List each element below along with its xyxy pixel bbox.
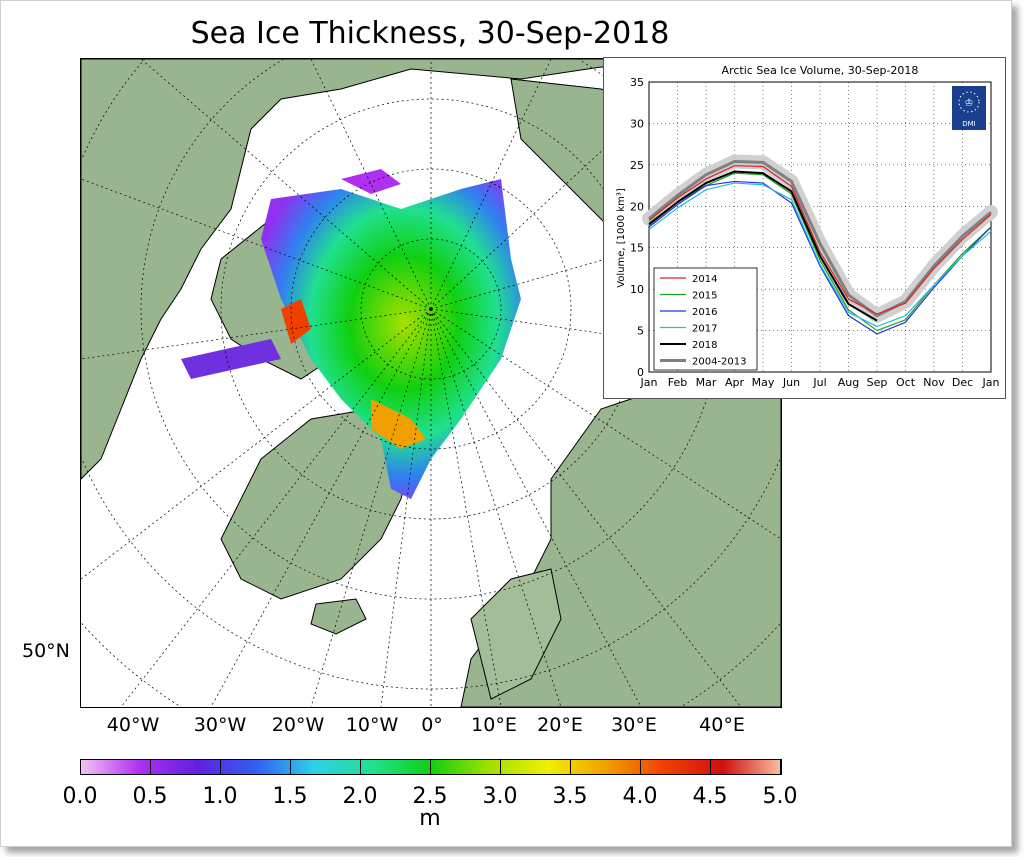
legend-label: 2015 [692,291,717,302]
lon-label: 20°E [537,714,583,736]
legend-box [653,267,758,371]
dmi-crown-icon: ♔ [965,98,974,109]
ice-fjords [181,339,281,379]
y-tick-label: 30 [630,117,644,130]
x-tick-label: Nov [923,376,945,389]
ice-main [261,179,521,499]
lon-label: 40°W [106,714,160,736]
colorbar-tick-mark [360,760,361,774]
legend-label: 2017 [692,324,717,335]
colorbar-tick-mark [290,760,291,774]
legend-label: 2004-2013 [692,357,747,368]
lon-label: 20°W [271,714,325,736]
sea-ice [181,169,521,499]
x-tick-label: Feb [668,376,687,389]
series-line-2017 [648,182,992,328]
colorbar [80,759,782,775]
x-tick-label: Mar [696,376,717,389]
land-north-america [81,59,781,480]
colorbar-tick-mark [150,760,151,774]
colorbar-tick-label: 0.0 [62,784,98,809]
colorbar-tick-label: 5.0 [762,784,798,809]
y-tick-label: 15 [630,242,644,255]
y-axis-label: Volume, [1000 km³] [616,188,627,288]
x-tick-label: Jan [640,376,658,389]
lon-label: 30°W [193,714,247,736]
colorbar-tick-mark [710,760,711,774]
series-line-2018 [648,170,878,322]
series-line-2016 [648,180,992,335]
x-ticks: Jan Feb Mar Apr May Jun Jul Aug Sep Oct Nov Dec Jan [640,376,1000,389]
lon-label: 30°E [611,714,657,736]
legend-label: 2016 [692,307,717,318]
colorbar-tick-label: 1.5 [272,784,308,809]
colorbar-tick-label: 4.5 [692,784,728,809]
grid [648,81,992,373]
latitude-label: 50°N [22,640,70,662]
x-tick-label: Jan [982,376,1000,389]
y-tick-label: 25 [630,159,644,172]
legend: 2014 2015 2016 2017 2018 2004-2013 [653,267,758,371]
colorbar-unit: m [419,806,441,831]
colorbar-tick-mark [80,760,81,774]
dmi-logo: ♔ DMI [952,86,986,130]
y-tick-label: 20 [630,200,644,213]
x-tick-label: Oct [896,376,916,389]
y-tick-label: 0 [637,366,644,379]
colorbar-tick-label: 2.0 [342,784,378,809]
colorbar-tick-label: 4.0 [622,784,658,809]
y-tick-label: 5 [637,325,644,338]
lon-label: 40°E [699,714,745,736]
x-tick-label: Sep [867,376,888,389]
colorbar-tick-label: 3.5 [552,784,588,809]
y-ticks: 0 5 10 15 20 25 30 35 [630,76,644,379]
land-scandinavia [470,568,562,700]
chart-title: Arctic Sea Ice Volume, 30-Sep-2018 [722,64,919,77]
legend-label: 2018 [692,340,717,351]
volume-chart-inset: Arctic Sea Ice Volume, 30-Sep-2018 Volum… [603,57,1006,399]
colorbar-tick-mark [220,760,221,774]
x-tick-label: Jul [812,376,826,389]
colorbar-tick-label: 0.5 [132,784,168,809]
colorbar-tick-mark [430,760,431,774]
ice-thick-edge-2 [281,299,311,344]
lon-label: 10°W [345,714,399,736]
dmi-logo-text: DMI [962,120,976,128]
y-tick-label: 10 [630,283,644,296]
x-tick-label: Aug [838,376,859,389]
colorbar-tick-label: 3.0 [482,784,518,809]
colorbar-tick-label: 1.0 [202,784,238,809]
y-tick-label: 35 [630,76,644,89]
colorbar-tick-mark [640,760,641,774]
ice-thin-fringe [341,169,401,194]
colorbar-tick-mark [500,760,501,774]
lon-label: 0° [421,714,443,736]
colorbar-tick-label: 2.5 [412,784,448,809]
lon-label: 10°E [471,714,517,736]
ice-thick-edge [371,399,426,449]
map-title: Sea Ice Thickness, 30-Sep-2018 [190,16,670,51]
volume-chart: Arctic Sea Ice Volume, 30-Sep-2018 Volum… [616,64,1000,389]
x-tick-label: Jun [782,376,800,389]
series-lines [642,154,998,335]
colorbar-tick-mark [570,760,571,774]
legend-label: 2014 [692,274,717,285]
x-tick-label: Dec [952,376,973,389]
x-tick-label: May [752,376,775,389]
series-line-2014 [648,165,992,315]
series-line-2004-2013 [648,160,992,318]
colorbar-tick-mark [780,760,781,774]
x-tick-label: Apr [725,376,745,389]
